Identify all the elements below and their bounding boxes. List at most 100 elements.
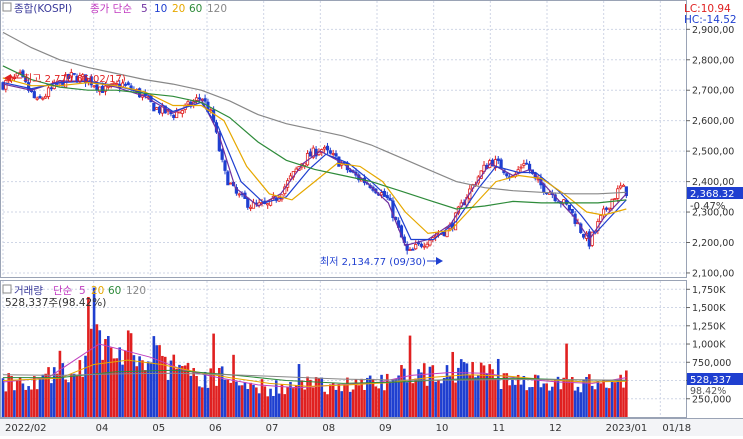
volume-bar [317, 378, 321, 417]
volume-bar [309, 379, 312, 417]
candle-body [72, 73, 76, 75]
volume-bar [457, 367, 460, 417]
x-tick-label: 10 [436, 423, 449, 434]
volume-bar [491, 369, 494, 417]
price-moving-averages [2, 31, 627, 247]
volume-bar [573, 390, 577, 417]
candle-body [266, 203, 270, 206]
volume-y-tick-label: 250,000 [692, 394, 731, 405]
volume-bar [422, 363, 426, 417]
volume-bar [459, 359, 463, 417]
candle-body [41, 97, 45, 100]
candle-body [425, 243, 429, 248]
volume-bar [431, 365, 435, 417]
volume-bar [81, 376, 84, 417]
volume-bar [215, 385, 218, 417]
candle-body [81, 74, 85, 77]
candle-body [212, 109, 216, 123]
volume-bar [348, 391, 352, 417]
candle-body [249, 206, 253, 209]
volume-bar [428, 366, 432, 417]
volume-bar [135, 366, 139, 417]
volume-bar [346, 377, 349, 417]
volume-bar [314, 377, 318, 417]
candle-body [624, 186, 628, 197]
volume-bar [440, 383, 443, 417]
candle-body [152, 102, 156, 112]
volume-bar [4, 391, 8, 417]
candle-body [35, 97, 39, 100]
volume-readout: 528,337주(98.42%) [5, 297, 106, 309]
candle-body [89, 76, 93, 86]
volume-bar [354, 379, 358, 417]
candle-body [220, 149, 224, 160]
volume-bar [551, 386, 554, 417]
volume-bar [619, 374, 622, 417]
candle-body [95, 84, 99, 91]
candle-body [303, 162, 307, 166]
x-tick-label: 11 [492, 423, 505, 434]
low-label: 최저 2,134.77 (09/30) [320, 256, 426, 268]
price-y-tick-label: 2,600,00 [692, 116, 734, 127]
volume-bar [420, 372, 423, 417]
volume-y-tick-label: 750,000 [692, 358, 731, 369]
volume-bar [260, 379, 264, 417]
candle-body [519, 166, 523, 169]
current-volume-value: 528,337 [690, 375, 731, 386]
volume-bar [454, 382, 457, 417]
volume-bar [408, 335, 412, 417]
current-volume-badge: 528,337 98.42% [687, 373, 743, 397]
candle-body [590, 231, 594, 246]
volume-bar [144, 370, 147, 417]
volume-bar [198, 386, 201, 417]
volume-bar [331, 382, 335, 417]
volume-bar [568, 379, 571, 417]
price-legend-ma-label: 종가 단순 [90, 3, 132, 15]
volume-bar [189, 375, 193, 417]
volume-bar [519, 384, 523, 417]
candle-body [194, 97, 199, 101]
volume-bar [47, 367, 50, 417]
candle-body [103, 85, 108, 92]
candle-body [115, 83, 119, 85]
volume-bar [269, 388, 272, 417]
volume-y-tick-label: 1,750K [692, 285, 726, 296]
candle-body [331, 153, 335, 155]
price-y-tick-label: 2,800,00 [692, 55, 734, 66]
volume-legend-ma-20: 20 [91, 285, 104, 297]
volume-bar [525, 390, 529, 417]
volume-bar [343, 384, 346, 417]
volume-bar [388, 381, 392, 417]
volume-bar [175, 368, 178, 417]
candle-body [209, 109, 213, 112]
volume-bar [505, 373, 509, 417]
volume-bar [374, 386, 378, 417]
volume-bar [474, 377, 477, 417]
volume-bar [445, 365, 449, 417]
volume-bar [553, 380, 557, 417]
volume-bar [129, 333, 133, 417]
volume-bar [508, 385, 511, 417]
x-tick-label: 12 [549, 423, 562, 434]
candle-body [1, 82, 5, 90]
candle-body [101, 85, 105, 93]
volume-bar [155, 345, 158, 417]
volume-bar [548, 390, 551, 417]
volume-bar [533, 374, 537, 417]
candle-body [391, 200, 395, 218]
candle-body [490, 159, 495, 167]
candle-body [582, 233, 586, 238]
volume-bar [334, 389, 338, 417]
volume-legend-title: 거래량 [14, 285, 43, 297]
candle-body [522, 163, 526, 166]
volume-bar [38, 379, 42, 417]
volume-bar [485, 374, 489, 417]
volume-bar [283, 394, 287, 417]
volume-bar [138, 356, 141, 417]
low-annotation: 최저 2,134.77 (09/30) [320, 256, 443, 268]
volume-bar [590, 385, 594, 417]
volume-bar [531, 387, 534, 417]
volume-bar [434, 381, 437, 417]
